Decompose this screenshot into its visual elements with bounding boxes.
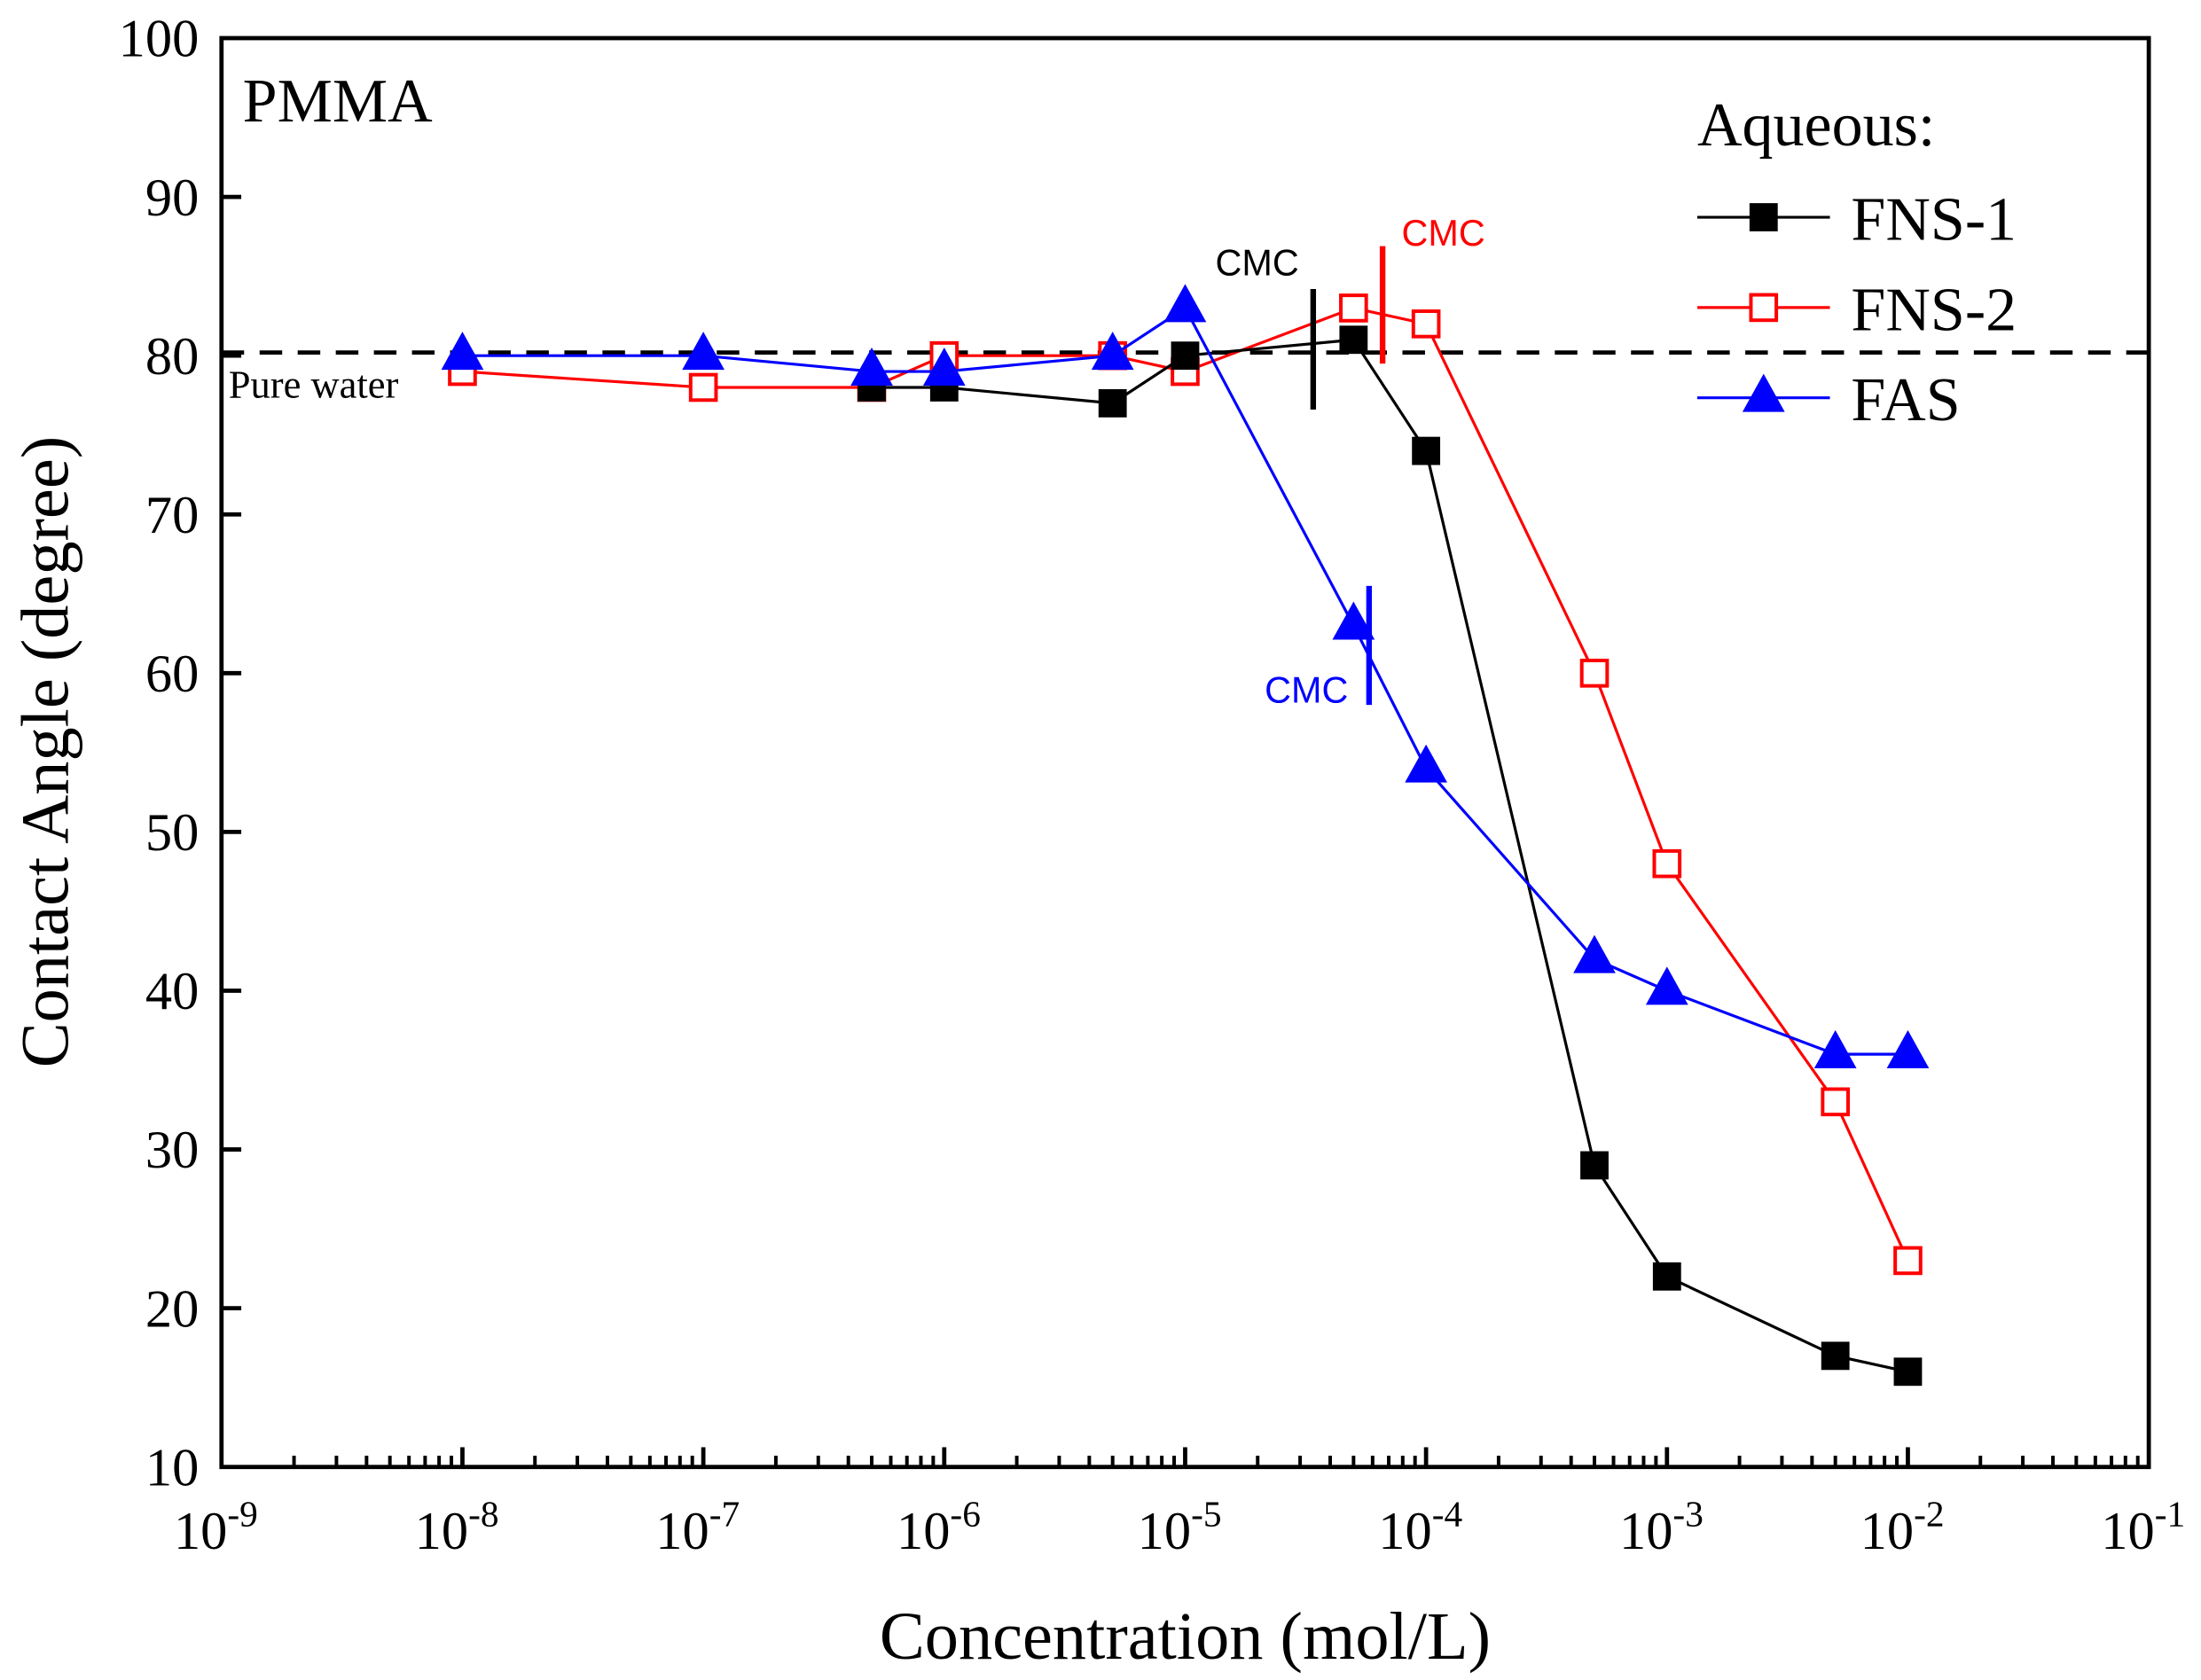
- data-point: [1098, 388, 1127, 418]
- legend-marker: [1742, 373, 1785, 412]
- legend-marker: [1749, 203, 1778, 231]
- data-point: [1580, 1151, 1609, 1180]
- legend-label: FNS-1: [1851, 186, 2017, 254]
- legend-item-fns-1: FNS-1: [1697, 186, 2017, 254]
- y-tick-label: 50: [145, 803, 199, 863]
- annotations-group: CMC CMC CMC: [1216, 213, 1485, 710]
- data-point: [1821, 1341, 1850, 1371]
- x-tick-label: 10-9: [174, 1494, 258, 1561]
- y-axis-label: Contact Angle (degree): [7, 436, 82, 1067]
- x-tick-base: 10: [1619, 1502, 1672, 1561]
- x-tick-label: 10-5: [1138, 1494, 1222, 1561]
- y-tick-label: 70: [145, 486, 199, 545]
- series-fns-1: [858, 325, 1923, 1387]
- data-point: [1171, 341, 1200, 371]
- x-tick-exponent: -8: [468, 1494, 498, 1535]
- x-tick-exponent: -7: [709, 1494, 740, 1535]
- data-point: [1652, 1262, 1681, 1291]
- y-tick-label: 20: [145, 1279, 199, 1339]
- legend-marker: [1749, 293, 1779, 323]
- x-tick-exponent: -1: [2155, 1494, 2185, 1535]
- data-point: [1893, 1246, 1923, 1276]
- series-line: [872, 338, 1908, 1373]
- x-tick-label: 10-4: [1378, 1494, 1462, 1561]
- x-tick-exponent: -6: [950, 1494, 980, 1535]
- series-line: [462, 306, 1909, 1262]
- legend-label: FAS: [1851, 366, 1960, 434]
- series-fas: [441, 284, 1930, 1069]
- data-point: [922, 348, 966, 386]
- series-fns-2: [448, 293, 1923, 1276]
- x-tick-label: 10-3: [1619, 1494, 1704, 1561]
- series-group: [441, 284, 1930, 1387]
- x-tick-base: 10: [1378, 1502, 1431, 1561]
- pure-water-label: Pure water: [229, 363, 399, 407]
- data-point: [1652, 848, 1682, 879]
- data-point: [1579, 659, 1610, 688]
- panel-label: PMMA: [243, 67, 433, 136]
- x-tick-exponent: -9: [227, 1494, 257, 1535]
- x-tick-base: 10: [897, 1502, 950, 1561]
- data-point: [1411, 309, 1441, 339]
- x-tick-base: 10: [2101, 1502, 2154, 1561]
- data-point: [1339, 325, 1368, 355]
- x-tick-exponent: -4: [1432, 1494, 1463, 1535]
- data-point: [1332, 601, 1375, 640]
- data-point: [1091, 332, 1134, 371]
- y-tick-label: 100: [119, 10, 200, 69]
- x-tick-base: 10: [1860, 1502, 1914, 1561]
- legend-title: Aqueous:: [1697, 91, 1935, 160]
- cmc-label: CMC: [1402, 213, 1485, 254]
- y-tick-label: 80: [145, 327, 199, 387]
- data-point: [1821, 1087, 1850, 1117]
- data-point: [1405, 744, 1447, 783]
- data-point: [441, 332, 484, 371]
- legend: Aqueous: FNS-1 FNS-2 FAS: [1697, 91, 2017, 434]
- data-point: [1573, 934, 1616, 973]
- y-tick-label: 40: [145, 962, 199, 1021]
- x-tick-label: 10-7: [655, 1494, 740, 1561]
- x-tick-label: 10-6: [897, 1494, 981, 1561]
- y-tick-label: 30: [145, 1121, 199, 1180]
- series-line: [462, 306, 1908, 1056]
- data-point: [1886, 1030, 1930, 1069]
- y-tick-label: 60: [145, 645, 199, 704]
- y-tick-label: 90: [145, 168, 199, 228]
- x-tick-base: 10: [1138, 1502, 1191, 1561]
- x-tick-base: 10: [415, 1502, 468, 1561]
- data-point: [1339, 293, 1368, 323]
- legend-item-fas: FAS: [1697, 366, 1961, 434]
- cmc-label: CMC: [1216, 242, 1299, 283]
- x-tick-exponent: -5: [1191, 1494, 1221, 1535]
- data-point: [1163, 284, 1207, 323]
- x-axis-label: Concentration (mol/L): [880, 1598, 1491, 1674]
- data-point: [1893, 1357, 1923, 1387]
- x-tick-label: 10-8: [415, 1494, 499, 1561]
- legend-label: FNS-2: [1851, 276, 2017, 344]
- cmc-label: CMC: [1265, 669, 1348, 710]
- x-tick-base: 10: [174, 1502, 227, 1561]
- legend-item-fns-2: FNS-2: [1697, 276, 2017, 344]
- data-point: [1412, 436, 1441, 465]
- x-tick-label: 10-1: [2101, 1494, 2185, 1561]
- x-tick-label: 10-2: [1860, 1494, 1945, 1561]
- x-tick-exponent: -3: [1672, 1494, 1703, 1535]
- data-point: [1645, 966, 1688, 1005]
- data-point: [1813, 1030, 1857, 1069]
- y-tick-label: 10: [145, 1438, 199, 1497]
- data-point: [682, 332, 725, 371]
- x-tick-base: 10: [655, 1502, 709, 1561]
- data-point: [688, 372, 718, 402]
- x-tick-exponent: -2: [1914, 1494, 1944, 1535]
- data-point: [850, 348, 893, 386]
